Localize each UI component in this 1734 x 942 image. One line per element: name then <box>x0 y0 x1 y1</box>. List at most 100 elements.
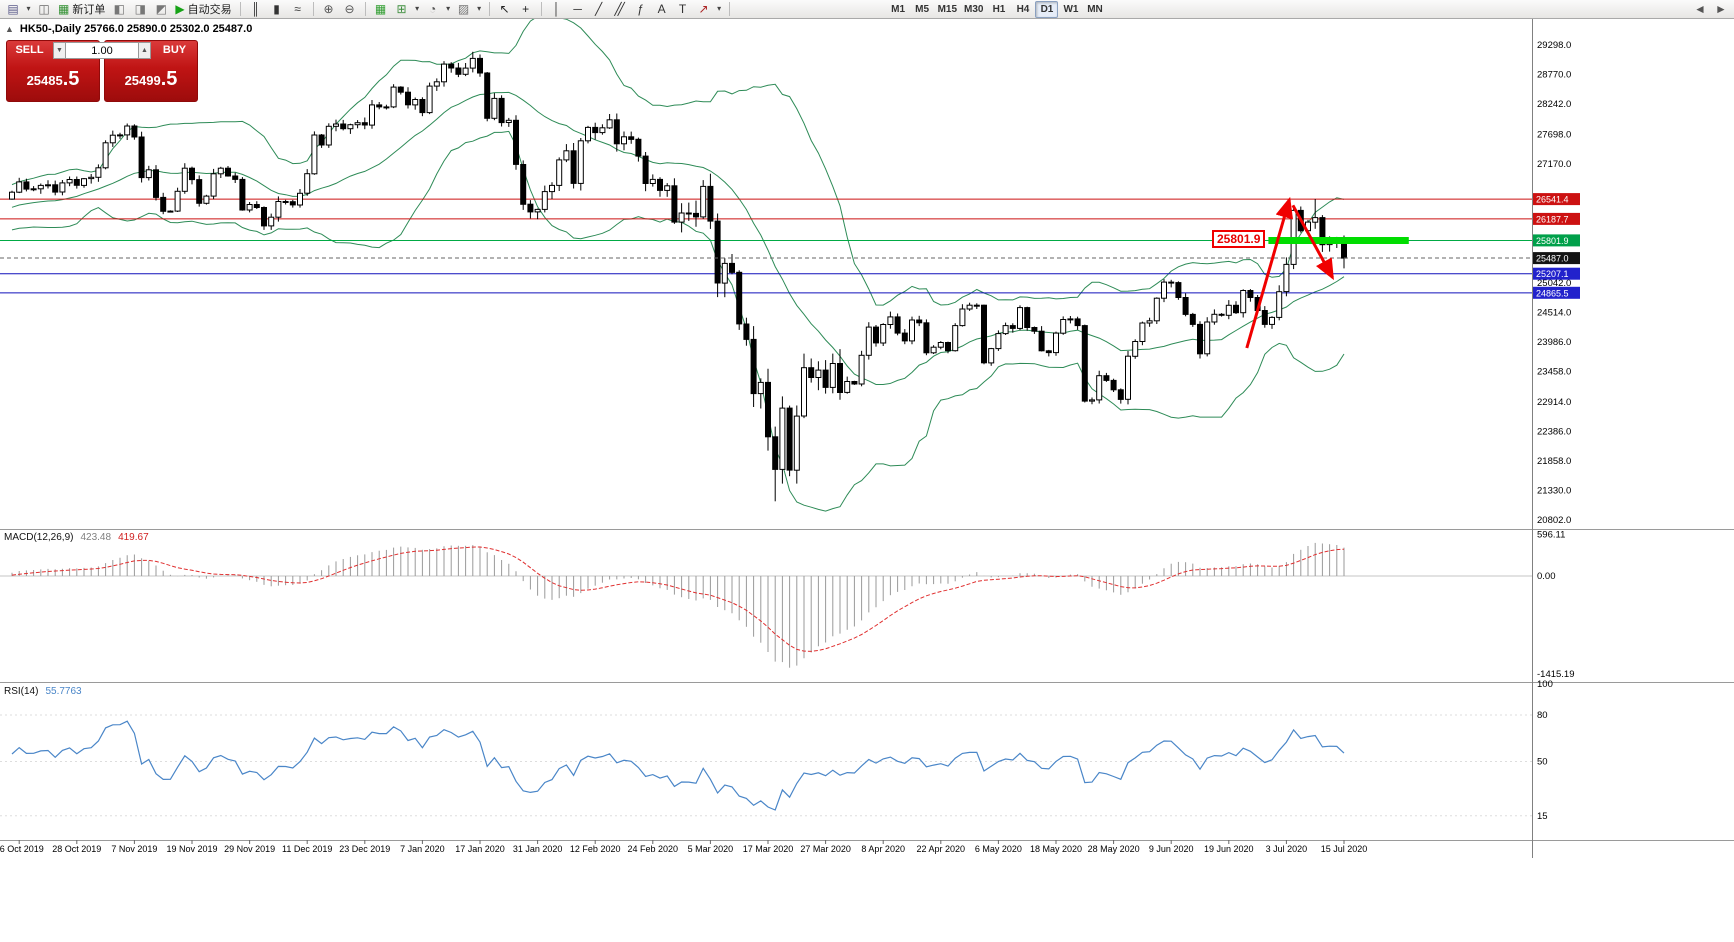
svg-text:50: 50 <box>1537 757 1548 768</box>
macd-histogram <box>11 542 1345 668</box>
macd-signal-line <box>11 546 1345 652</box>
macd-axis-ticks: 596.11 0.00 -1415.19 <box>1537 530 1575 680</box>
svg-text:25207.1: 25207.1 <box>1536 269 1569 279</box>
svg-text:29298.0: 29298.0 <box>1537 40 1571 51</box>
line-chart-icon[interactable]: ≈ <box>294 2 301 16</box>
svg-text:26541.4: 26541.4 <box>1536 195 1569 205</box>
rsi-value: 55.7763 <box>45 686 82 697</box>
navigator-icon[interactable]: ◩ <box>155 2 168 16</box>
tf-M30[interactable]: M30 <box>964 3 984 15</box>
candles <box>9 51 1347 502</box>
svg-text:7 Nov 2019: 7 Nov 2019 <box>111 844 157 854</box>
macd-signal-value: 419.67 <box>118 532 149 543</box>
trend-arrow-2 <box>1291 204 1334 281</box>
svg-text:25801.9: 25801.9 <box>1536 236 1569 246</box>
svg-text:19 Jun 2020: 19 Jun 2020 <box>1204 844 1254 854</box>
main-toolbar: ▤ ▾ ◫ ▦ 新订单 ◧ ◨ ◩ ▶ 自动交易 ║ ▮ ≈ ⊕ ⊖ ▦ ⊞ ▾ ◔ ▾ ▨ ▾ ↖ + │ ─ ╱ ╱╱ ƒ A T ↗ ▾ M… <box>0 0 1734 19</box>
tf-M15[interactable]: M15 <box>937 3 958 15</box>
panel-separators <box>0 19 1734 858</box>
bar-chart-icon[interactable]: ║ <box>251 2 260 16</box>
svg-text:22 Apr 2020: 22 Apr 2020 <box>917 844 966 854</box>
indicators-icon[interactable]: ⊞ <box>396 2 407 16</box>
svg-text:25487.0: 25487.0 <box>1536 254 1569 264</box>
bollinger-middle-band <box>11 91 1345 385</box>
svg-text:28 Oct 2019: 28 Oct 2019 <box>52 844 101 854</box>
svg-text:17 Jan 2020: 17 Jan 2020 <box>455 844 505 854</box>
svg-text:27698.0: 27698.0 <box>1537 129 1571 140</box>
arrows-dropdown-icon[interactable]: ▾ <box>717 4 722 13</box>
crosshair-icon[interactable]: + <box>522 2 530 16</box>
volume-decrease-button[interactable]: ▼ <box>53 42 66 59</box>
channel-icon[interactable]: ╱╱ <box>614 2 625 16</box>
new-order-button[interactable]: ▦ 新订单 <box>58 2 106 16</box>
svg-text:25042.0: 25042.0 <box>1537 278 1571 289</box>
fibonacci-icon[interactable]: ƒ <box>637 2 644 16</box>
rsi-line <box>11 720 1345 811</box>
arrows-tool-icon[interactable]: ↗ <box>698 2 709 16</box>
tf-M1[interactable]: M1 <box>891 3 906 15</box>
sell-button[interactable]: SELL 25485.5 <box>6 40 100 102</box>
templates-icon[interactable]: ▨ <box>457 2 470 16</box>
bollinger-lower-band <box>11 130 1345 512</box>
svg-text:23986.0: 23986.0 <box>1537 337 1571 348</box>
sell-price: 25485.5 <box>26 68 80 90</box>
tile-windows-icon[interactable]: ▦ <box>374 2 387 16</box>
tf-W1[interactable]: W1 <box>1063 3 1079 15</box>
horizontal-line-icon[interactable]: ─ <box>573 2 582 16</box>
tf-D1[interactable]: D1 <box>1035 0 1059 18</box>
volume-control: ▼ ▲ <box>53 42 151 59</box>
time-axis[interactable]: 16 Oct 2019 28 Oct 2019 7 Nov 2019 19 Nov 2… <box>0 840 1367 854</box>
svg-text:29 Nov 2019: 29 Nov 2019 <box>224 844 275 854</box>
templates-dropdown-icon[interactable]: ▾ <box>477 4 482 13</box>
toolbar-separator <box>364 2 366 16</box>
market-watch-icon[interactable]: ◧ <box>113 2 126 16</box>
svg-text:23 Dec 2019: 23 Dec 2019 <box>339 844 390 854</box>
trend-arrows[interactable] <box>1245 196 1334 349</box>
new-chart-dropdown-icon[interactable]: ▾ <box>26 4 31 13</box>
label-icon[interactable]: T <box>678 2 687 16</box>
volume-increase-button[interactable]: ▲ <box>138 42 151 59</box>
svg-text:7 Jan 2020: 7 Jan 2020 <box>400 844 445 854</box>
volume-input[interactable] <box>66 42 138 59</box>
zoom-in-icon[interactable]: ⊕ <box>323 2 334 16</box>
rsi-axis-ticks: 100 80 50 15 <box>1537 679 1553 822</box>
svg-text:15: 15 <box>1537 811 1548 822</box>
price-badges: 26541.4 26187.7 25801.9 25207.1 24865.5 25487… <box>1533 193 1580 299</box>
svg-text:18 May 2020: 18 May 2020 <box>1030 844 1082 854</box>
tf-M5[interactable]: M5 <box>915 3 930 15</box>
svg-text:8 Apr 2020: 8 Apr 2020 <box>861 844 905 854</box>
rsi-level-lines <box>0 714 1532 817</box>
svg-text:20802.0: 20802.0 <box>1537 515 1571 526</box>
zoom-out-icon[interactable]: ⊖ <box>344 2 355 16</box>
svg-text:-1415.19: -1415.19 <box>1537 669 1575 680</box>
periods-icon[interactable]: ◔ <box>428 2 437 16</box>
text-icon[interactable]: A <box>657 2 666 16</box>
trendline-icon[interactable]: ╱ <box>594 2 603 16</box>
svg-text:16 Oct 2019: 16 Oct 2019 <box>0 844 44 854</box>
svg-text:22386.0: 22386.0 <box>1537 427 1571 438</box>
toolbar-scroll-right-icon[interactable]: ► <box>1715 2 1727 16</box>
profiles-icon[interactable]: ◫ <box>38 2 50 16</box>
tf-H1[interactable]: H1 <box>992 3 1006 15</box>
price-level-callout[interactable]: 25801.9 <box>1212 230 1266 248</box>
new-chart-icon[interactable]: ▤ <box>7 2 19 16</box>
price-axis-ticks[interactable]: 29298.0 28770.0 28242.0 27698.0 27170.0 25042… <box>1537 40 1571 526</box>
svg-text:596.11: 596.11 <box>1537 530 1565 541</box>
tf-MN[interactable]: MN <box>1087 3 1103 15</box>
cursor-icon[interactable]: ↖ <box>499 2 510 16</box>
one-click-collapse-icon[interactable]: ▲ <box>5 24 14 34</box>
buy-label: BUY <box>162 44 187 56</box>
svg-text:100: 100 <box>1537 679 1553 690</box>
vertical-line-icon[interactable]: │ <box>552 2 561 16</box>
auto-trading-button[interactable]: ▶ 自动交易 <box>175 2 232 16</box>
data-window-icon[interactable]: ◨ <box>134 2 147 16</box>
toolbar-separator <box>488 2 490 16</box>
indicators-dropdown-icon[interactable]: ▾ <box>415 4 420 13</box>
toolbar-scroll-left-icon[interactable]: ◄ <box>1694 2 1706 16</box>
candlestick-chart-icon[interactable]: ▮ <box>273 2 280 16</box>
tf-H4[interactable]: H4 <box>1016 3 1030 15</box>
periods-dropdown-icon[interactable]: ▾ <box>446 4 451 13</box>
bollinger-upper-band <box>11 15 1345 306</box>
